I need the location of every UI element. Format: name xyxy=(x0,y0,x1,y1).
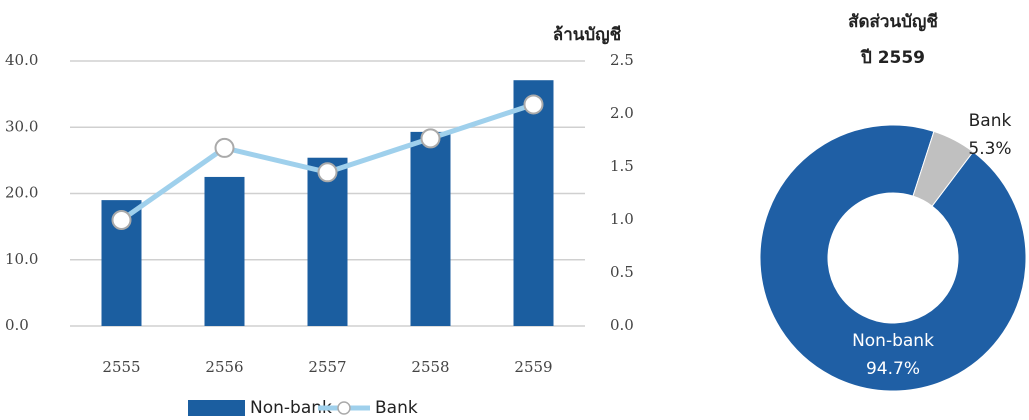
marker xyxy=(111,210,132,230)
bar xyxy=(410,131,451,326)
marker xyxy=(214,137,235,158)
legend-swatch xyxy=(188,400,245,416)
y-tick-label: 30.0 xyxy=(5,117,38,135)
legend-marker xyxy=(337,401,351,415)
legend-label: Bank xyxy=(375,398,418,416)
marker xyxy=(317,162,338,183)
donut-slice xyxy=(912,130,974,207)
y2-tick-label: 1.0 xyxy=(610,210,634,228)
chart-title: ปี 2559 xyxy=(860,47,925,68)
bar xyxy=(204,176,245,326)
y-tick-label: 40.0 xyxy=(5,51,38,69)
y2-tick-label: 2.5 xyxy=(610,51,634,69)
y2-axis-label: ล้านบัญชี xyxy=(553,24,622,45)
marker xyxy=(523,94,544,115)
slice-value-label: 5.3% xyxy=(968,139,1011,159)
x-tick-label: 2556 xyxy=(205,358,243,376)
y2-tick-label: 0.5 xyxy=(610,263,634,281)
y2-tick-label: 0.0 xyxy=(610,316,634,334)
y2-tick-label: 2.0 xyxy=(610,104,634,122)
y-tick-label: 10.0 xyxy=(5,250,38,268)
bar xyxy=(307,157,348,326)
x-tick-label: 2557 xyxy=(308,358,346,376)
slice-value-label: 94.7% xyxy=(866,359,920,379)
slice-label: Bank xyxy=(969,111,1012,131)
legend-label: Non-bank xyxy=(250,398,332,416)
y-tick-label: 0.0 xyxy=(5,316,29,334)
x-tick-label: 2555 xyxy=(102,358,140,376)
y-tick-label: 20.0 xyxy=(5,184,38,202)
bar xyxy=(513,80,554,327)
x-tick-label: 2559 xyxy=(514,358,552,376)
marker xyxy=(420,128,441,149)
chart-title: สัดส่วนบัญชี xyxy=(848,11,938,32)
slice-label: Non-bank xyxy=(852,331,934,351)
y2-tick-label: 1.5 xyxy=(610,157,634,175)
x-tick-label: 2558 xyxy=(411,358,449,376)
donut-slice xyxy=(759,124,1027,392)
